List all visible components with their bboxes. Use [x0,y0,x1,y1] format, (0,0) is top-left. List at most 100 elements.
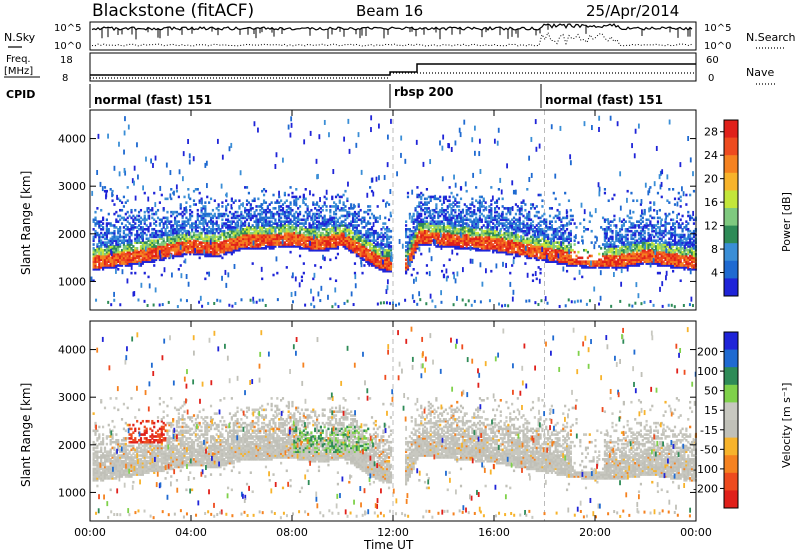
data-pixel [262,210,266,214]
data-pixel [251,231,254,235]
data-pixel [605,241,608,244]
data-pixel [382,199,385,203]
data-pixel [285,229,288,233]
data-pixel [420,229,423,233]
data-pixel [422,208,425,212]
data-pixel [514,222,518,225]
data-pixel [478,241,482,244]
data-pixel [122,235,126,239]
data-pixel [609,245,612,248]
data-pixel [206,224,209,227]
data-pixel [96,266,99,269]
data-pixel [285,243,288,246]
data-pixel [547,243,550,246]
data-pixel [554,250,557,254]
data-pixel [295,233,298,237]
data-pixel [384,258,387,262]
data-pixel [280,199,283,203]
data-pixel [94,216,97,220]
data-pixel [225,235,228,239]
data-pixel [535,224,538,227]
data-pixel [615,264,618,267]
data-pixel [92,248,95,252]
data-pixel [306,208,309,212]
data-pixel [505,216,508,220]
data-pixel [495,214,499,218]
data-pixel [365,248,368,252]
data-pixel [437,231,440,235]
data-pixel [274,233,277,237]
data-pixel [376,264,379,267]
data-pixel [340,239,343,243]
data-pixel [425,220,429,223]
data-pixel [422,193,425,197]
data-pixel [522,245,525,248]
data-pixel [547,254,550,258]
data-pixel [518,229,521,233]
data-pixel [283,237,286,241]
data-pixel [92,260,95,263]
data-pixel [266,229,269,233]
data-pixel [410,254,413,258]
data-pixel [139,231,143,235]
data-pixel [473,241,476,244]
data-pixel [535,258,538,262]
data-pixel [323,233,326,237]
data-pixel [601,262,605,265]
data-pixel [314,229,317,233]
data-pixel [200,216,203,220]
data-pixel [501,218,504,222]
data-pixel [177,235,180,239]
data-pixel [613,264,616,267]
data-pixel [367,235,370,239]
data-pixel [611,245,614,248]
data-pixel [194,222,197,225]
data-pixel [459,237,463,241]
data-pixel [387,203,391,206]
data-pixel [278,229,281,233]
data-pixel [113,235,116,239]
data-pixel [208,229,211,233]
data-pixel [564,237,567,241]
data-pixel [255,229,258,233]
data-pixel [175,228,179,231]
data-pixel [605,243,608,246]
data-pixel [355,220,358,223]
data-pixel [601,216,605,220]
data-pixel [334,222,338,225]
data-pixel [280,237,283,241]
data-pixel [100,254,103,258]
data-pixel [145,218,148,222]
data-pixel [560,252,563,256]
data-pixel [96,256,99,260]
data-pixel [369,231,372,235]
data-pixel [234,229,237,233]
data-pixel [268,239,271,243]
data-pixel [162,224,165,227]
data-pixel [351,226,355,229]
data-pixel [408,243,411,246]
data-pixel [175,189,179,193]
data-pixel [342,243,345,246]
data-pixel [278,207,281,210]
data-pixel [285,218,288,222]
data-pixel [156,239,160,243]
data-pixel [564,245,567,248]
data-pixel [369,260,372,263]
data-pixel [217,228,220,231]
data-pixel [526,252,529,256]
data-pixel [537,228,540,231]
data-pixel [319,235,322,239]
data-pixel [234,216,237,220]
data-pixel [440,229,444,233]
data-pixel [196,226,199,229]
data-pixel [149,241,152,244]
data-pixel [427,224,430,227]
data-pixel [609,248,612,252]
data-pixel [369,248,372,252]
data-pixel [98,258,101,262]
data-pixel [183,207,186,210]
data-pixel [249,243,252,246]
data-pixel [592,266,595,269]
data-pixel [314,231,317,235]
